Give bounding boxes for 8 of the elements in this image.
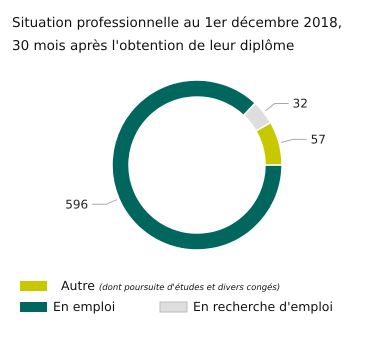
data-label: 596 (65, 197, 88, 212)
chart-title: Situation professionnelle au 1er décembre 2018, 30 mois après l'obtention de leur diplôme (12, 15, 342, 54)
legend-label: En recherche d'emploi (193, 299, 333, 314)
data-label: 32 (292, 96, 308, 111)
data-label: 57 (310, 132, 326, 146)
donut-slice (111, 79, 283, 251)
legend-label: Autre (dont poursuite d'études et divers congés) (61, 278, 280, 293)
legend-label: En emploi (53, 299, 116, 314)
